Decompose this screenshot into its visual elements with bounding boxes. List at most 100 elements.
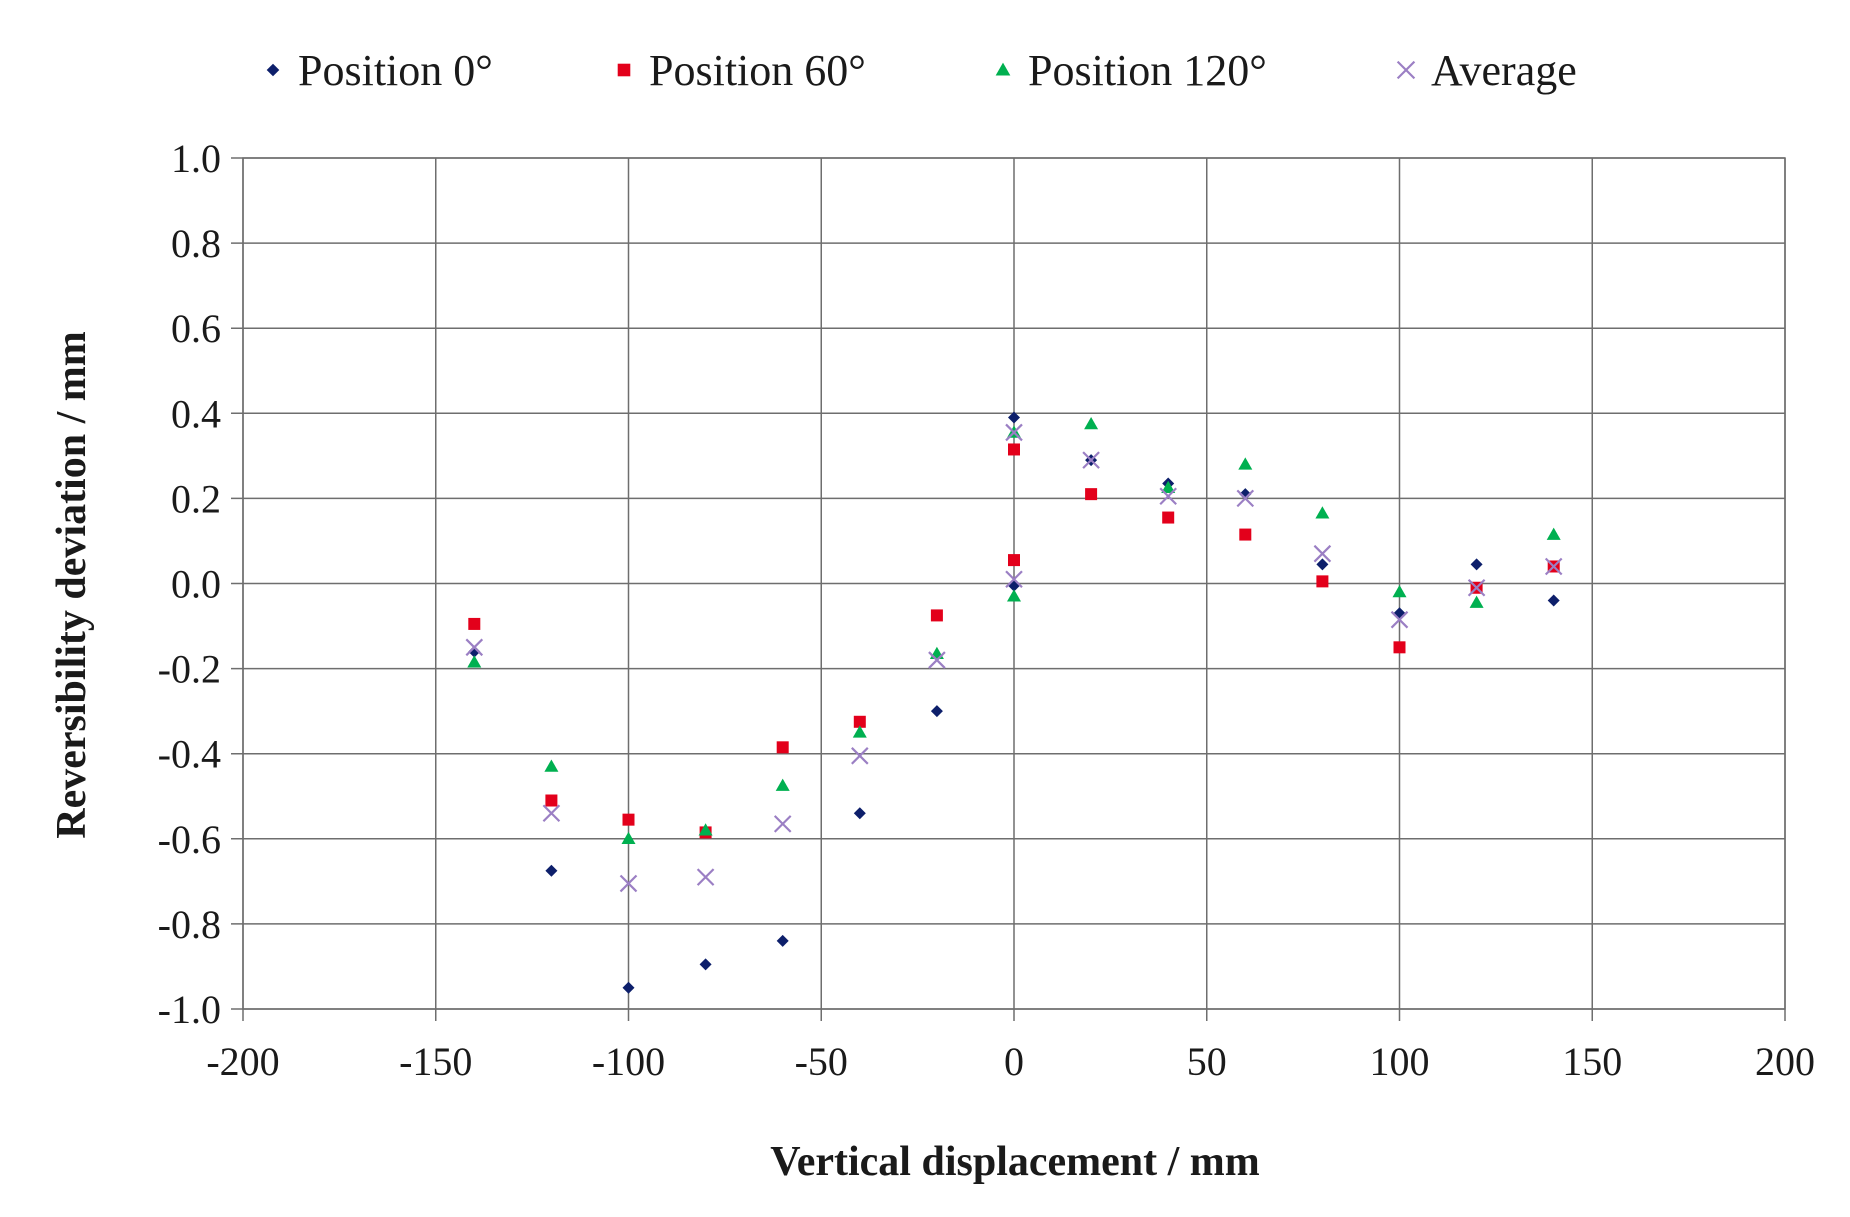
data-point xyxy=(619,874,638,893)
data-point-stroke xyxy=(619,874,638,893)
legend: Position 0° Position 60° Position 120° Aver… xyxy=(266,46,1577,95)
legend-marker xyxy=(995,62,1011,76)
data-point xyxy=(930,705,943,718)
legend-marker xyxy=(617,63,631,77)
y-tick-label: 0.2 xyxy=(171,476,221,521)
data-point xyxy=(1547,594,1560,607)
data-point xyxy=(1084,416,1099,430)
data-point xyxy=(699,958,712,971)
data-point xyxy=(853,807,866,820)
y-tick-label: 0.6 xyxy=(171,306,221,351)
data-point xyxy=(1008,411,1020,424)
data-point xyxy=(545,794,558,807)
data-point-stroke xyxy=(851,747,869,765)
data-point-stroke xyxy=(1005,423,1023,442)
x-tick-label: -100 xyxy=(592,1039,665,1084)
data-point-stroke xyxy=(1005,570,1023,589)
data-point xyxy=(1390,610,1409,629)
data-point xyxy=(1546,527,1561,540)
x-tick-label: 200 xyxy=(1755,1039,1815,1084)
data-point xyxy=(1236,489,1255,508)
x-tick-label: 100 xyxy=(1370,1039,1430,1084)
data-point-stroke xyxy=(1082,451,1100,469)
data-point xyxy=(1085,488,1098,501)
data-point xyxy=(930,609,943,622)
x-tick-label: 150 xyxy=(1562,1039,1622,1084)
x-tick-label: -50 xyxy=(795,1039,848,1084)
data-point xyxy=(465,638,484,657)
data-point xyxy=(621,831,636,845)
data-point xyxy=(1238,457,1253,470)
data-point xyxy=(1239,488,1252,501)
y-tick-label: -0.4 xyxy=(158,732,221,777)
data-point-stroke xyxy=(465,638,484,657)
data-point xyxy=(1393,607,1406,620)
legend-label: Position 0° xyxy=(298,46,493,95)
data-point-stroke xyxy=(542,804,561,823)
data-point-stroke xyxy=(1159,487,1177,506)
data-point xyxy=(1316,558,1329,571)
data-point xyxy=(1313,544,1332,563)
y-tick-label: -0.2 xyxy=(158,647,221,692)
data-point-stroke xyxy=(1544,557,1563,576)
legend-label: Position 120° xyxy=(1028,46,1267,95)
legend-label: Average xyxy=(1431,46,1577,95)
y-tick-label: 0.4 xyxy=(171,391,221,436)
data-point xyxy=(544,759,559,772)
y-tick-label: -1.0 xyxy=(158,987,221,1032)
data-point-stroke xyxy=(1313,544,1332,563)
legend-item: Position 0° xyxy=(266,46,493,95)
data-point xyxy=(853,715,866,728)
plot-border xyxy=(242,157,1786,1010)
y-tick-label: 1.0 xyxy=(171,136,221,181)
series-4 xyxy=(465,423,1563,893)
data-point xyxy=(622,813,635,826)
data-point xyxy=(1544,557,1563,576)
data-point xyxy=(1393,641,1406,654)
tick-labels: -200 -150 -100 -50 0 50 100 150 200 -1.0 -0.8 -0.6 -… xyxy=(158,136,1815,1084)
data-point xyxy=(929,646,944,659)
data-point-stroke xyxy=(928,651,946,669)
data-point xyxy=(1161,480,1176,494)
y-tick-label: 0.0 xyxy=(171,562,221,607)
data-point xyxy=(1082,451,1100,469)
data-point xyxy=(1005,570,1023,589)
legend-item: Average xyxy=(1396,46,1577,95)
data-point xyxy=(1008,443,1020,456)
y-axis-title: Reversibility deviation / mm xyxy=(49,331,95,838)
x-axis-title: Vertical displacement / mm xyxy=(770,1139,1260,1185)
legend-item: Position 60° xyxy=(617,46,866,95)
data-point xyxy=(773,815,792,833)
data-point xyxy=(1469,595,1484,608)
legend-marker xyxy=(1396,60,1416,80)
data-point xyxy=(1470,558,1483,571)
data-point xyxy=(1467,578,1486,597)
data-point-stroke xyxy=(1390,610,1409,629)
data-point xyxy=(1392,585,1407,598)
data-point-stroke xyxy=(696,868,715,886)
data-point xyxy=(776,741,789,754)
data-point xyxy=(1315,506,1330,519)
data-point xyxy=(696,868,715,886)
data-point xyxy=(622,981,635,994)
data-point xyxy=(542,804,561,823)
data-point xyxy=(1316,575,1329,588)
legend-label: Position 60° xyxy=(649,46,866,95)
data-point xyxy=(1162,511,1175,524)
grid-layer xyxy=(231,157,1786,1021)
data-point xyxy=(698,823,713,836)
data-point xyxy=(1005,423,1023,442)
data-point xyxy=(928,651,946,669)
legend-item: Position 120° xyxy=(995,46,1267,95)
legend-marker-stroke xyxy=(1396,60,1416,80)
data-point-stroke xyxy=(1467,578,1486,597)
data-point xyxy=(1007,589,1021,602)
data-point xyxy=(1159,487,1177,506)
data-point xyxy=(776,934,789,947)
data-point xyxy=(467,655,482,668)
data-point-stroke xyxy=(773,815,792,833)
x-tick-label: -200 xyxy=(206,1039,279,1084)
data-point xyxy=(468,617,481,630)
